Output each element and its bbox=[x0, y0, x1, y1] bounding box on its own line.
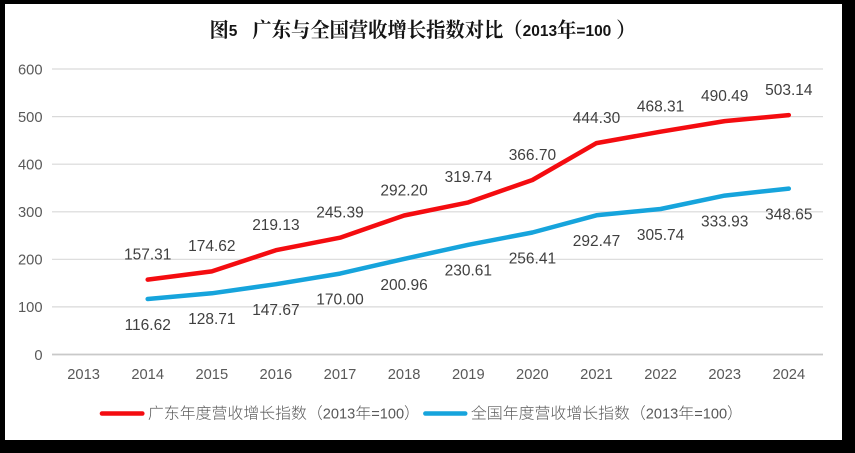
svg-text:0: 0 bbox=[34, 348, 42, 364]
svg-text:2013: 2013 bbox=[523, 23, 558, 40]
svg-text:170.00: 170.00 bbox=[316, 292, 364, 309]
svg-text:2014: 2014 bbox=[131, 367, 164, 383]
svg-text:=100: =100 bbox=[576, 23, 611, 40]
svg-text:468.31: 468.31 bbox=[637, 99, 684, 116]
svg-text:157.31: 157.31 bbox=[124, 246, 171, 263]
svg-text:333.93: 333.93 bbox=[701, 214, 748, 231]
svg-text:2015: 2015 bbox=[195, 367, 228, 383]
svg-text:=100: =100 bbox=[371, 407, 404, 423]
svg-text:128.71: 128.71 bbox=[188, 311, 235, 328]
svg-text:2024: 2024 bbox=[772, 367, 805, 383]
svg-text:230.61: 230.61 bbox=[445, 263, 492, 280]
svg-text:245.39: 245.39 bbox=[316, 205, 363, 222]
svg-text:2022: 2022 bbox=[644, 367, 677, 383]
svg-text:=100: =100 bbox=[694, 407, 727, 423]
svg-text:2019: 2019 bbox=[452, 367, 485, 383]
svg-text:2021: 2021 bbox=[580, 367, 613, 383]
svg-text:174.62: 174.62 bbox=[188, 238, 235, 255]
svg-text:366.70: 366.70 bbox=[509, 147, 557, 164]
svg-text:348.65: 348.65 bbox=[765, 207, 812, 224]
svg-text:5: 5 bbox=[229, 23, 238, 40]
svg-text:444.30: 444.30 bbox=[573, 110, 621, 127]
svg-text:2020: 2020 bbox=[516, 367, 549, 383]
svg-text:292.20: 292.20 bbox=[380, 182, 428, 199]
svg-text:2016: 2016 bbox=[260, 367, 293, 383]
svg-text:2013: 2013 bbox=[646, 407, 678, 423]
svg-text:400: 400 bbox=[18, 158, 43, 174]
svg-text:319.74: 319.74 bbox=[445, 169, 493, 186]
svg-text:147.67: 147.67 bbox=[252, 302, 299, 319]
svg-text:500: 500 bbox=[18, 110, 43, 126]
svg-text:200: 200 bbox=[18, 253, 43, 269]
svg-text:2018: 2018 bbox=[388, 367, 421, 383]
svg-text:2017: 2017 bbox=[324, 367, 357, 383]
svg-text:292.47: 292.47 bbox=[573, 233, 620, 250]
svg-text:116.62: 116.62 bbox=[125, 317, 171, 334]
svg-text:600: 600 bbox=[18, 62, 43, 78]
svg-text:305.74: 305.74 bbox=[637, 227, 685, 244]
svg-text:300: 300 bbox=[18, 205, 43, 221]
svg-text:2023: 2023 bbox=[708, 367, 741, 383]
svg-text:503.14: 503.14 bbox=[765, 82, 813, 99]
svg-text:200.96: 200.96 bbox=[380, 277, 427, 294]
svg-text:256.41: 256.41 bbox=[509, 250, 556, 267]
svg-text:2013: 2013 bbox=[67, 367, 100, 383]
svg-text:490.49: 490.49 bbox=[701, 88, 748, 105]
svg-text:219.13: 219.13 bbox=[252, 217, 299, 234]
svg-text:100: 100 bbox=[18, 300, 43, 316]
svg-text:2013: 2013 bbox=[323, 407, 355, 423]
